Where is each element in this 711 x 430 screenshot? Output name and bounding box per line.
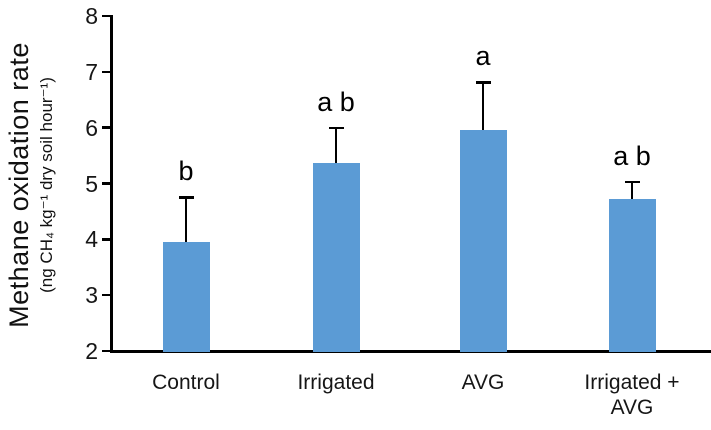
y-tick-label: 7: [85, 58, 98, 85]
x-axis-label-irrigated-avg: Irrigated + AVG: [584, 371, 680, 419]
bar-control: [162, 242, 210, 352]
y-tick-mark: [101, 238, 111, 241]
x-axis-line: [110, 350, 711, 353]
y-tick-label: 3: [85, 282, 98, 309]
y-axis-line: [110, 15, 113, 353]
y-tick-mark: [101, 126, 111, 129]
error-bar-line: [184, 197, 188, 243]
bar-avg: [459, 129, 507, 352]
significance-letter: b: [178, 156, 194, 187]
bar-irrigated-avg: [608, 198, 656, 352]
bar-irrigated: [312, 162, 360, 352]
error-bar-cap: [328, 126, 344, 130]
y-tick-mark: [101, 349, 111, 353]
y-tick-mark: [101, 293, 111, 297]
error-bar-line: [481, 82, 485, 130]
y-tick-label: 2: [85, 338, 98, 364]
y-tick-mark: [101, 70, 111, 74]
y-tick-mark: [101, 182, 111, 185]
y-tick-label: 6: [85, 114, 98, 141]
x-axis-label-irrigated: Irrigated: [297, 371, 375, 394]
y-tick-mark: [101, 14, 111, 18]
error-bar-line: [334, 128, 338, 163]
error-bar-cap: [475, 81, 491, 84]
y-axis-title-text: Methane oxidation rate: [4, 42, 34, 328]
error-bar-line: [630, 181, 634, 199]
y-tick-label: 4: [85, 226, 98, 253]
significance-letter: a b: [317, 87, 355, 118]
error-bar-cap: [178, 196, 194, 199]
significance-letter: a: [475, 41, 491, 72]
y-tick-label: 5: [85, 170, 98, 197]
x-axis-label-avg: AVG: [461, 371, 505, 394]
y-tick-label: 8: [85, 3, 98, 30]
x-axis-label-control: Control: [152, 371, 220, 394]
error-bar-cap: [624, 180, 640, 184]
significance-letter: a b: [613, 140, 651, 171]
